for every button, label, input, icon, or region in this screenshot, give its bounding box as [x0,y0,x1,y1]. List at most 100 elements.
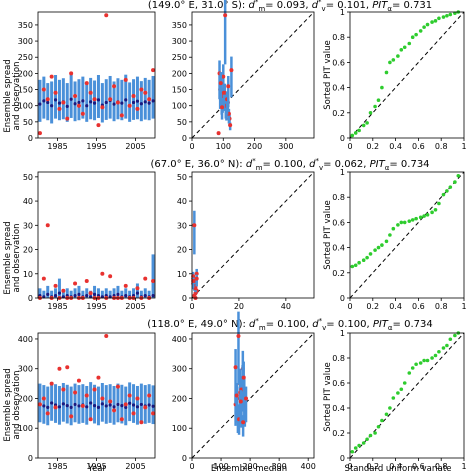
ensemble-median-point [42,404,46,408]
observation-point [96,123,101,128]
row2-PIT-xtick-label: 1 [461,302,466,311]
observation-point [139,420,144,425]
pit-point [353,446,358,450]
row1-median-vs-observation-frame [191,11,315,139]
pit-point [361,441,366,445]
ensemble-median-point [50,401,54,405]
row3-time-series-ytick-label: 200 [18,394,33,403]
observation-point [73,94,78,98]
observation-point [192,223,197,228]
pit-point [418,361,423,365]
ensemble-median-point [73,293,77,298]
ensemble-median-point [147,403,151,407]
observation-point [241,375,246,380]
row2-median-vs-observation-xtick-label: 20 [234,302,244,311]
observation-point [151,411,156,416]
row3-median-vs-observation-ytick-label: 300 [172,365,187,374]
observation-point [49,74,54,79]
ensemble-median-point [143,293,147,298]
observation-point [131,411,136,416]
pit-point [456,173,461,178]
pit-point [445,189,449,193]
pit-point [430,356,434,360]
ensemble-median-point [151,99,155,103]
row3-median-vs-observation-xtick-label: 200 [242,462,257,471]
row1-median-vs-observation-panel: 0 100 200 300 0 50 100 150 200 250 300 350 [172,0,315,151]
pit-point [396,54,400,58]
pit-point [410,218,415,222]
ensemble-median-point [135,405,140,409]
observation-point [104,13,109,18]
pit-point [441,192,446,197]
row1-PIT-panel: 0 0.2 0.4 0.6 0.8 1 0 0.2 0.4 0.6 0.8 1 [332,8,466,151]
row2-median-vs-observation-panel: 0 20 40 0 10 20 30 40 50 [177,171,315,311]
diagonal-reference-line [191,11,315,139]
observation-point [244,396,249,401]
ensemble-median-point [61,295,65,299]
observation-point [57,366,62,371]
pit-point [448,337,453,342]
row1-PIT-ytick-label: 0.6 [332,58,345,67]
ensemble-median-point [65,404,69,408]
ensemble-median-point [124,405,128,410]
observation-point [65,365,70,370]
pit-point [391,226,396,231]
ensemble-median-point [143,100,147,104]
xlabel-year: Year [87,464,107,474]
pit-point [433,19,438,23]
row1-PIT-ytick-label: 0 [340,134,345,143]
row-titles: (149.0° E, 31.0° S): d*m= 0.093, d*v= 0.… [147,0,432,332]
row1-median-vs-observation-xtick-label: 200 [247,142,262,151]
row3-median-vs-observation-xtick-label: 300 [272,462,287,471]
observation-point [37,131,42,136]
row3-PIT-xtick-label: 0 [347,462,352,471]
row1-time-series-xtick-label: 2005 [125,142,145,151]
ensemble-median-point [57,291,62,295]
observation-point [143,276,148,281]
row1-PIT-xtick-label: 0 [347,142,352,151]
row3-PIT-xtick-label: 0.6 [412,462,425,471]
pit-point [373,104,377,109]
row1-time-series-ytick-label: 50 [23,118,33,127]
ts-ylabel-row2-line2: and observation [12,224,22,293]
diagonal-reference-line [349,11,465,139]
row3-time-series-frame [37,332,156,459]
diagonal-reference-line [191,171,315,299]
row3-PIT-ytick-label: 1 [340,329,345,338]
pit-point [448,185,453,189]
observation-point [147,97,152,102]
observation-point [45,223,50,228]
pit-point [425,213,430,217]
row3-time-series-xtick-label: 2005 [125,462,145,471]
pit-point [430,20,434,24]
observation-point [100,105,105,110]
ensemble-median-point [100,295,104,299]
row2-PIT-ytick-label: 0 [340,294,345,303]
row3-median-vs-observation-frame [191,332,315,459]
ensemble-median-point [85,405,89,409]
observation-point [80,111,85,116]
row2-median-vs-observation-xtick-label: 0 [189,302,194,311]
pit-point [399,220,404,225]
row-title-3: (118.0° E, 49.0° N): d*m= 0.100, d*v= 0.… [147,317,432,332]
row3-time-series-xtick-label: 1985 [47,462,67,471]
ensemble-median-point [139,402,143,407]
row2-PIT-xtick-label: 0.8 [435,302,448,311]
row3-median-vs-observation-panel: 0 100 200 300 400 0 100 200 300 400 [172,311,316,471]
row2-median-vs-observation-frame [191,171,315,299]
pit-point [396,391,400,395]
pit-point [433,208,438,212]
row2-PIT-panel: 0 0.2 0.4 0.6 0.8 1 0 0.2 0.4 0.6 0.8 1 [332,168,466,311]
row1-time-series-xtick-label: 1985 [47,142,67,151]
row2-time-series-ytick-label: 10 [23,270,33,279]
observation-point [61,100,66,105]
row1-median-vs-observation-ytick-label: 50 [177,118,187,127]
row3-time-series-ytick-label: 100 [18,424,33,433]
pit-point [402,381,407,385]
row1-time-series-xtick-label: 1995 [86,142,106,151]
axis-labels: Ensemble spread and observation Ensemble… [3,40,451,474]
row1-time-series-ytick-label: 0 [28,134,33,143]
observation-point [216,131,221,136]
pit-point [414,362,418,367]
observation-point [41,396,46,401]
